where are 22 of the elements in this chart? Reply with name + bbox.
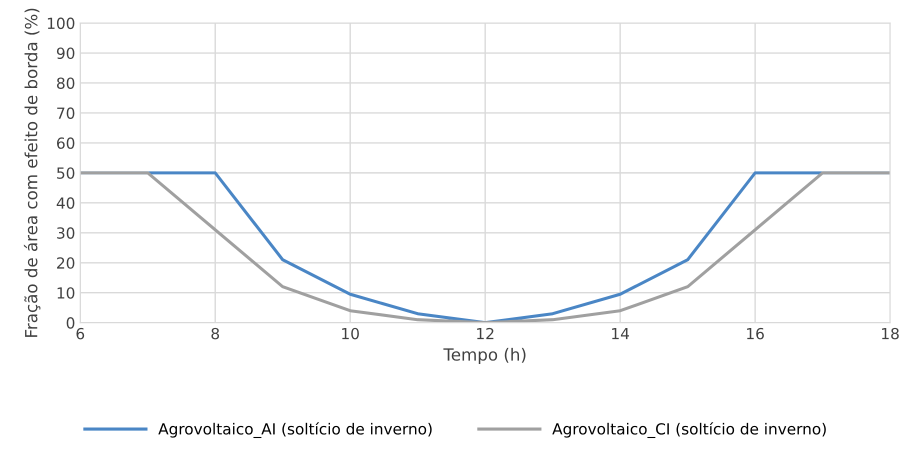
y-tick-label: 70 — [57, 107, 74, 119]
y-tick-label: 30 — [57, 227, 74, 239]
y-tick-label: 90 — [56, 47, 74, 60]
y-tick-label: 20 — [57, 257, 74, 269]
x-tick-label: 6 — [76, 328, 84, 340]
y-tick-label: 10 — [58, 287, 74, 299]
y-axis-title: Fração de área com efeito de borda (%) — [24, 8, 40, 337]
y-tick-label: 40 — [56, 197, 74, 209]
legend-label: Agrovoltaico_AI (soltício de inverno) — [158, 422, 432, 438]
legend-label: Agrovoltaico_CI (soltício de inverno) — [552, 422, 826, 438]
x-tick-label: 10 — [342, 328, 359, 340]
x-tick-label: 12 — [477, 328, 494, 340]
y-tick-label: 60 — [57, 137, 74, 149]
x-tick-label: 18 — [882, 328, 899, 340]
x-axis-title: Tempo (h) — [443, 348, 526, 364]
x-tick-label: 16 — [747, 328, 764, 340]
y-tick-label: 0 — [66, 317, 74, 329]
y-tick-label: 100 — [48, 18, 74, 30]
x-tick-label: 8 — [211, 328, 220, 340]
x-tick-label: 14 — [612, 328, 630, 340]
y-tick-label: 50 — [57, 167, 74, 179]
y-tick-label: 80 — [56, 77, 74, 89]
